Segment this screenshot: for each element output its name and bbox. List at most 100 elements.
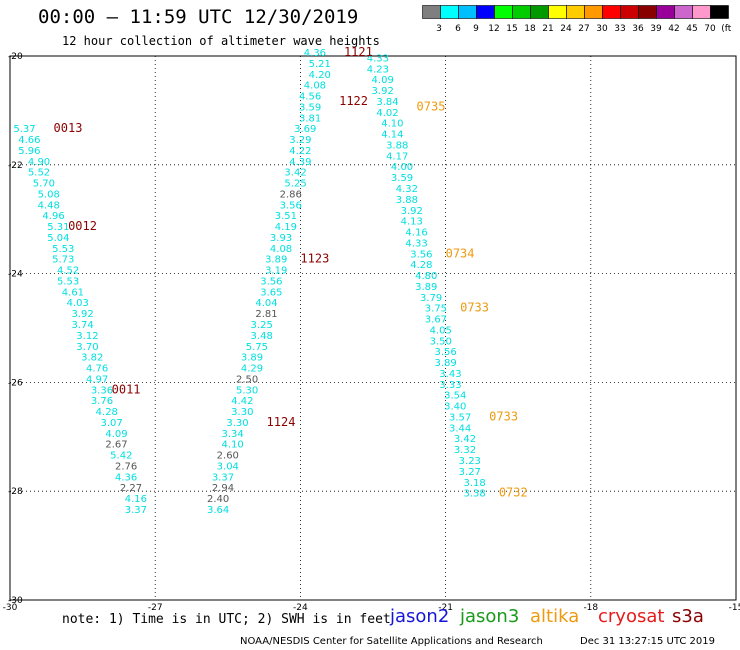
data-point-label: 4.76	[86, 364, 108, 375]
data-point-label: 4.33	[367, 53, 389, 64]
data-point-label: 4.16	[125, 494, 147, 505]
time-annotation: 0735	[417, 99, 446, 113]
colorbar-label: 18	[524, 24, 536, 34]
data-point-label: 4.02	[376, 108, 398, 119]
data-point-label: 4.97	[86, 374, 108, 385]
data-point-label: 3.84	[376, 97, 398, 108]
data-point-label: 5.53	[52, 244, 74, 255]
x-tick-label: -18	[583, 603, 598, 613]
data-point-label: 2.60	[217, 451, 239, 462]
legend-s3a: s3a	[672, 606, 704, 627]
time-annotation: 1121	[344, 45, 373, 59]
data-point-label: 2.27	[120, 483, 142, 494]
data-point-label: 4.39	[289, 157, 311, 168]
credit-text: NOAA/NESDIS Center for Satellite Applica…	[240, 636, 543, 647]
data-point-label: 5.08	[38, 189, 60, 200]
y-tick-label: -26	[8, 378, 23, 388]
data-point-label: 4.36	[115, 472, 137, 483]
data-point-label: 3.29	[289, 135, 311, 146]
data-point-label: 4.33	[405, 238, 427, 249]
colorbar-label: 15	[506, 24, 517, 34]
data-point-label: 3.81	[299, 113, 321, 124]
data-point-label: 5.30	[236, 385, 258, 396]
data-point-label: 5.96	[18, 146, 40, 157]
colorbar-swatch	[710, 5, 729, 19]
chart-subtitle: 12 hour collection of altimeter wave hei…	[62, 34, 380, 48]
data-point-label: 3.88	[386, 140, 408, 151]
data-point-label: 3.89	[434, 358, 456, 369]
data-point-label: 3.56	[280, 200, 302, 211]
x-tick-label: -15	[729, 603, 740, 613]
x-tick-label: -27	[148, 603, 163, 613]
colorbar-label: 30	[596, 24, 608, 34]
data-point-label: 3.42	[454, 434, 476, 445]
data-point-label: 3.56	[260, 276, 282, 287]
colorbar-label: 21	[542, 24, 553, 34]
y-tick-label: -22	[8, 161, 23, 171]
data-point-label: 3.70	[76, 342, 98, 353]
data-point-label: 3.56	[410, 249, 432, 260]
data-point-label: 4.66	[18, 135, 40, 146]
colorbar-label: 6	[455, 24, 461, 34]
data-point-label: 3.88	[396, 195, 418, 206]
data-point-label: 4.36	[304, 48, 326, 59]
data-point-label: 3.59	[391, 173, 413, 184]
data-point-label: 5.70	[33, 179, 55, 190]
data-point-label: 3.75	[425, 304, 447, 315]
data-point-label: 4.96	[42, 211, 64, 222]
data-point-label: 3.67	[425, 315, 447, 326]
x-tick-label: -30	[3, 603, 18, 613]
data-point-label: 3.25	[251, 320, 273, 331]
data-point-label: 4.16	[405, 228, 427, 239]
data-point-label: 4.14	[381, 130, 403, 141]
data-point-label: 3.89	[241, 353, 263, 364]
data-point-label: 3.33	[439, 380, 461, 391]
data-point-label: 3.92	[401, 206, 423, 217]
data-point-label: 4.09	[105, 429, 127, 440]
data-point-label: 3.38	[464, 489, 486, 500]
data-point-label: 4.00	[391, 162, 413, 173]
data-point-label: 4.61	[62, 287, 84, 298]
data-point-label: 3.93	[270, 233, 292, 244]
time-annotation: 0013	[54, 121, 83, 135]
data-point-label: 3.92	[71, 309, 93, 320]
data-point-label: 3.34	[222, 429, 244, 440]
data-point-label: 4.10	[222, 440, 244, 451]
data-point-label: 3.37	[212, 472, 234, 483]
legend-jason3: jason3	[460, 606, 520, 627]
data-point-label: 5.53	[57, 276, 79, 287]
data-point-label: 4.28	[410, 260, 432, 271]
colorbar-label: 45	[686, 24, 697, 34]
plot-frame	[9, 55, 737, 601]
data-point-label: 3.65	[260, 287, 282, 298]
data-point-label: 3.37	[125, 505, 147, 516]
data-point-label: 2.81	[255, 309, 277, 320]
data-point-label: 4.03	[67, 298, 89, 309]
data-point-label: 3.74	[71, 320, 93, 331]
data-point-label: 5.52	[28, 168, 50, 179]
data-point-label: 3.64	[207, 505, 229, 516]
colorbar-label: 12	[488, 24, 499, 34]
y-tick-label: -20	[8, 52, 23, 62]
data-point-label: 3.50	[430, 336, 452, 347]
data-point-label: 4.22	[289, 146, 311, 157]
colorbar-label: 9	[473, 24, 479, 34]
time-annotation: 1123	[300, 252, 329, 266]
data-point-label: 2.50	[236, 374, 258, 385]
data-point-label: 3.36	[91, 385, 113, 396]
data-point-label: 5.04	[47, 233, 69, 244]
data-point-label: 3.32	[454, 445, 476, 456]
x-tick-label: -24	[293, 603, 308, 613]
data-point-label: 4.23	[367, 64, 389, 75]
data-point-label: 3.23	[459, 456, 481, 467]
data-point-label: 4.80	[415, 271, 437, 282]
data-point-label: 2.76	[115, 461, 137, 472]
data-point-label: 4.28	[96, 407, 118, 418]
data-point-label: 4.08	[270, 244, 292, 255]
data-point-label: 3.79	[420, 293, 442, 304]
legend-cryosat: cryosat	[598, 606, 665, 627]
data-point-label: 4.90	[28, 157, 50, 168]
colorbar-label: 3	[436, 24, 442, 34]
data-point-label: 4.52	[57, 266, 79, 277]
data-point-label: 3.04	[217, 461, 239, 472]
